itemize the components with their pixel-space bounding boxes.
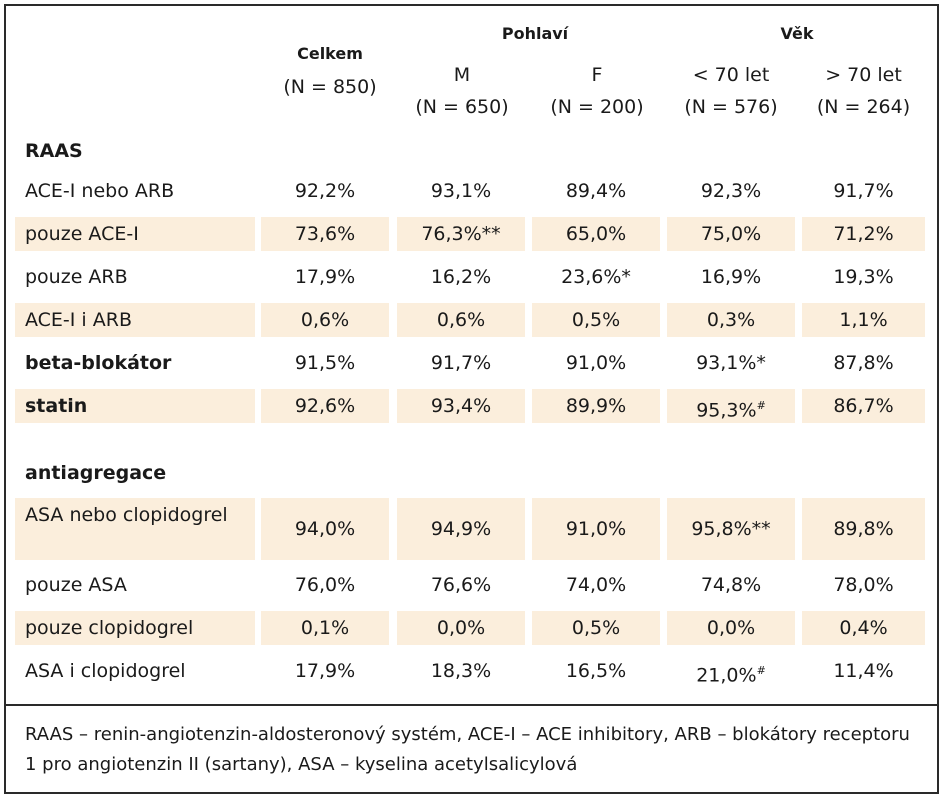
cell-total: 17,9% [294,266,356,288]
cell-gt70: 89,8% [802,498,925,560]
cell-total: 76,0% [294,574,356,596]
cell-lt70: 0,3% [667,303,795,337]
table-row: pouze ASA 76,0% 76,6% 74,0% 74,8% 78,0% [15,566,925,604]
cell-f: 91,0% [532,498,660,560]
header-m-n: (N = 650) [415,96,509,118]
table-row: pouze ARB 17,9% 16,2% 23,6%* 16,9% 19,3% [15,258,925,296]
cell-m: 93,4% [397,389,525,423]
header-lt70: < 70 let [692,64,770,86]
row-label: ACE-I nebo ARB [25,180,175,202]
table-row: statin 92,6% 93,4% 89,9% 95,3%# 86,7% [15,387,925,425]
cell-m: 76,3%** [397,217,525,251]
cell-m: 93,1% [430,180,492,202]
table-row: ASA nebo clopidogrel 94,0% 94,9% 91,0% 9… [15,496,925,562]
cell-f: 0,5% [532,303,660,337]
cell-gt70: 91,7% [833,180,894,202]
cell-total: 92,2% [294,180,356,202]
header-sex: Pohlaví [501,24,569,43]
cell-lt70: 21,0%# [667,654,795,688]
cell-lt70: 95,3%# [667,389,795,423]
section-antiaggregation: antiagregace [25,462,167,484]
cell-lt70-value: 21,0% [696,664,757,687]
cell-gt70: 11,4% [833,660,894,682]
cell-f: 0,5% [532,611,660,645]
cell-lt70: 93,1%* [696,352,766,374]
cell-f: 74,0% [565,574,627,596]
cell-lt70: 0,0% [667,611,795,645]
footnote: RAAS – renin-angiotenzin-aldosteronový s… [25,724,910,775]
cell-m: 0,0% [397,611,525,645]
cell-f: 91,0% [565,352,627,374]
hash-mark: # [756,399,766,412]
cell-m: 18,3% [430,660,492,682]
cell-lt70: 16,9% [700,266,762,288]
cell-gt70: 1,1% [802,303,925,337]
header-gt70: > 70 let [825,64,902,86]
cell-f: 16,5% [565,660,627,682]
cell-lt70: 92,3% [700,180,762,202]
cell-m: 0,6% [397,303,525,337]
header-f-n: (N = 200) [550,96,644,118]
row-label: ASA nebo clopidogrel [15,498,255,560]
header-total: Celkem [297,44,363,63]
cell-lt70-value: 95,3% [696,399,757,422]
cell-f: 23,6%* [561,266,631,288]
cell-f: 89,9% [532,389,660,423]
cell-m: 91,7% [430,352,492,374]
cell-m: 16,2% [430,266,492,288]
row-label: pouze ARB [25,266,128,288]
cell-total: 91,5% [294,352,356,374]
cell-gt70: 86,7% [802,389,925,423]
table-row: pouze clopidogrel 0,1% 0,0% 0,5% 0,0% 0,… [15,609,925,647]
cell-gt70: 0,4% [802,611,925,645]
cell-total: 17,9% [294,660,356,682]
cell-lt70: 95,8%** [667,498,795,560]
header-m: M [453,64,471,86]
section-raas: RAAS [25,140,83,162]
header-gt70-n: (N = 264) [816,96,911,118]
header-age: Věk [780,24,814,43]
cell-lt70: 75,0% [667,217,795,251]
cell-total: 94,0% [261,498,389,560]
table-frame [4,4,939,794]
table-row: ASA i clopidogrel 17,9% 18,3% 16,5% 21,0… [15,652,925,690]
cell-total: 92,6% [261,389,389,423]
cell-m: 76,6% [430,574,492,596]
row-label: pouze ASA [25,574,127,596]
table-row: pouze ACE-I 73,6% 76,3%** 65,0% 75,0% 71… [15,215,925,253]
cell-gt70: 19,3% [833,266,894,288]
table-row: beta-blokátor 91,5% 91,7% 91,0% 93,1%* 8… [15,344,925,382]
cell-gt70: 87,8% [833,352,894,374]
header-lt70-n: (N = 576) [684,96,778,118]
cell-total: 0,6% [261,303,389,337]
cell-m: 94,9% [397,498,525,560]
cell-total: 73,6% [261,217,389,251]
row-label: ASA i clopidogrel [25,660,186,682]
row-label: pouze clopidogrel [15,611,255,645]
row-label: ACE-I i ARB [15,303,255,337]
table-row: ACE-I i ARB 0,6% 0,6% 0,5% 0,3% 1,1% [15,301,925,339]
row-label: beta-blokátor [25,352,172,374]
footnote-divider [4,704,939,706]
cell-lt70: 74,8% [700,574,762,596]
header-total-n: (N = 850) [283,76,377,98]
table-row: ACE-I nebo ARB 92,2% 93,1% 89,4% 92,3% 9… [15,172,925,210]
cell-total: 0,1% [261,611,389,645]
hash-mark: # [756,664,766,677]
cell-gt70: 71,2% [802,217,925,251]
cell-f: 65,0% [532,217,660,251]
cell-gt70: 78,0% [833,574,894,596]
cell-f: 89,4% [565,180,627,202]
header-f: F [591,64,603,86]
row-label: pouze ACE-I [15,217,255,251]
row-label: statin [15,389,255,423]
